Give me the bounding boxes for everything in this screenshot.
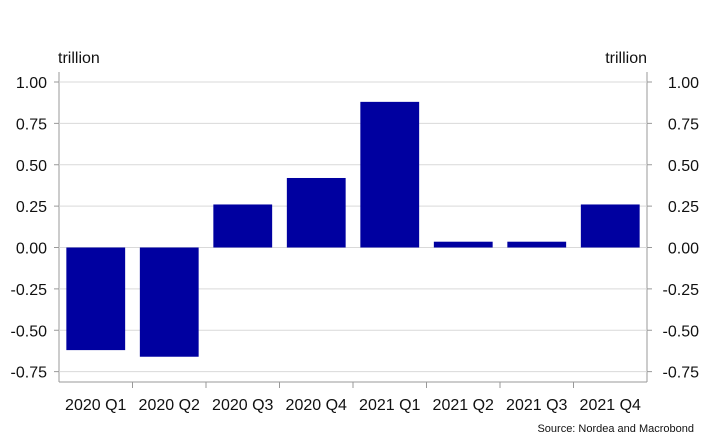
bar-2020-q2 <box>139 247 199 357</box>
x-tick-label: 2020 Q4 <box>286 397 347 414</box>
x-tick-label: 2021 Q1 <box>359 397 420 414</box>
y-tick-label-left: -0.50 <box>11 323 48 340</box>
y-tick-label-left: 0.50 <box>16 158 47 175</box>
bar-2021-q4 <box>580 204 640 248</box>
y-tick-label-left: 0.00 <box>16 241 47 258</box>
y-axis-right: 1.00 0.75 0.50 0.25 0.00 -0.25 -0.50 -0.75 <box>647 75 699 382</box>
y-tick-label-right: 0.25 <box>668 199 699 216</box>
x-tick-label: 2021 Q2 <box>433 397 494 414</box>
x-tick-label: 2021 Q4 <box>580 397 641 414</box>
bar-2020-q4 <box>286 177 346 248</box>
y-unit-right: trillion <box>605 50 647 67</box>
bar-2020-q1 <box>66 247 126 351</box>
x-tick-label: 2021 Q3 <box>506 397 567 414</box>
bar-2021-q1 <box>360 101 420 248</box>
x-tick-label: 2020 Q3 <box>212 397 273 414</box>
bar-2021-q3 <box>507 241 567 248</box>
x-axis: 2020 Q1 2020 Q2 2020 Q3 2020 Q4 2021 Q1 2021 … <box>65 382 641 414</box>
source-note: Source: Nordea and Macrobond <box>537 423 694 435</box>
y-tick-label-left: 1.00 <box>16 75 47 92</box>
y-tick-label-right: 0.75 <box>668 116 699 133</box>
y-tick-label-right: 0.00 <box>668 241 699 258</box>
bar-2021-q2 <box>433 241 493 248</box>
y-tick-label-left: -0.75 <box>11 365 48 382</box>
y-tick-label-right: -0.50 <box>663 323 700 340</box>
y-unit-left: trillion <box>58 50 100 67</box>
bar-2020-q3 <box>213 204 273 248</box>
y-tick-label-right: -0.25 <box>663 282 700 299</box>
y-tick-label-left: -0.25 <box>11 282 48 299</box>
y-tick-label-right: 0.50 <box>668 158 699 175</box>
x-tick-label: 2020 Q2 <box>139 397 200 414</box>
y-tick-label-left: 0.25 <box>16 199 47 216</box>
y-tick-label-left: 0.75 <box>16 116 47 133</box>
gridlines <box>58 72 648 383</box>
y-tick-label-right: 1.00 <box>668 75 699 92</box>
y-tick-label-right: -0.75 <box>663 365 700 382</box>
y-axis-left: 1.00 0.75 0.50 0.25 0.00 -0.25 -0.50 -0.75 <box>11 75 59 382</box>
x-tick-label: 2020 Q1 <box>65 397 126 414</box>
bars <box>66 101 640 357</box>
